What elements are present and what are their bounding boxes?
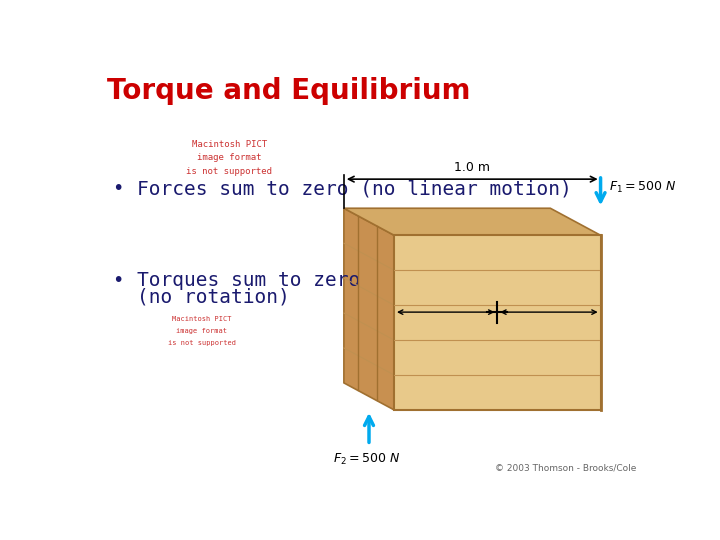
Text: is not supported: is not supported bbox=[186, 167, 272, 176]
Text: •: • bbox=[112, 271, 124, 289]
Text: is not supported: is not supported bbox=[168, 340, 235, 346]
Polygon shape bbox=[344, 208, 600, 235]
Text: Forces sum to zero (no linear motion): Forces sum to zero (no linear motion) bbox=[138, 179, 572, 198]
Text: $d_2$: $d_2$ bbox=[438, 291, 454, 308]
Text: $d_1$: $d_1$ bbox=[541, 291, 557, 308]
Text: Macintosh PICT: Macintosh PICT bbox=[192, 140, 267, 149]
Polygon shape bbox=[394, 235, 600, 410]
Text: © 2003 Thomson - Brooks/Cole: © 2003 Thomson - Brooks/Cole bbox=[495, 463, 637, 472]
Polygon shape bbox=[344, 208, 394, 410]
Text: $O$: $O$ bbox=[491, 322, 503, 336]
Text: Torques sum to zero: Torques sum to zero bbox=[138, 271, 361, 289]
Text: 1.0 m: 1.0 m bbox=[454, 161, 490, 174]
Text: $F_2 = 500$ N: $F_2 = 500$ N bbox=[333, 451, 400, 467]
Text: Torque and Equilibrium: Torque and Equilibrium bbox=[107, 77, 470, 105]
Text: image format: image format bbox=[176, 328, 227, 334]
Text: •: • bbox=[112, 179, 124, 198]
Text: $F_1 = 500$ N: $F_1 = 500$ N bbox=[609, 180, 676, 195]
Text: Macintosh PICT: Macintosh PICT bbox=[172, 316, 231, 322]
Text: (no rotation): (no rotation) bbox=[138, 287, 290, 306]
Text: image format: image format bbox=[197, 153, 262, 163]
